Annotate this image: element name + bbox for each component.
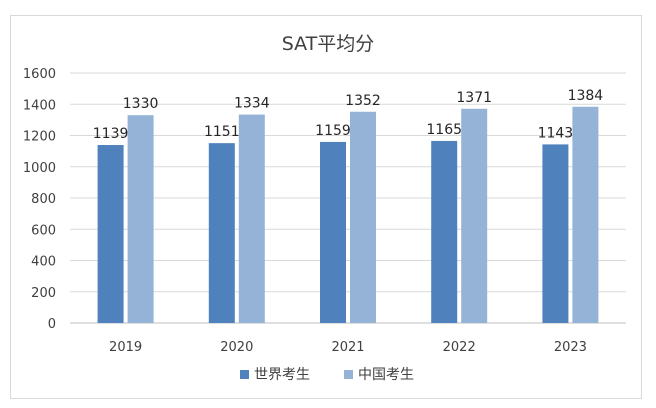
data-label: 1330 <box>123 96 159 112</box>
x-tick-label: 2019 <box>109 340 142 355</box>
data-label: 1384 <box>568 88 604 104</box>
bar <box>542 144 569 323</box>
y-tick-label: 600 <box>31 223 56 238</box>
bar <box>238 114 265 323</box>
data-label: 1151 <box>204 124 240 140</box>
y-tick-label: 0 <box>48 317 56 332</box>
x-tick-label: 2023 <box>554 340 587 355</box>
data-label: 1159 <box>315 123 351 139</box>
bar <box>320 141 346 323</box>
legend: 世界考生 中国考生 <box>240 367 414 383</box>
y-tick-label: 800 <box>31 192 56 207</box>
bars: 1139 1330 1151 1334 1159 1352 1165 1371 1143 1384 <box>93 88 604 323</box>
data-label: 1165 <box>426 122 462 138</box>
gridlines <box>70 72 626 324</box>
data-label: 1143 <box>538 125 574 141</box>
bar <box>461 108 488 323</box>
bar <box>431 140 458 323</box>
y-tick-label: 400 <box>31 255 56 270</box>
legend-swatch <box>344 370 353 379</box>
legend-swatch <box>240 370 249 379</box>
legend-label: 世界考生 <box>254 367 310 383</box>
chart-title: SAT平均分 <box>282 33 375 55</box>
data-label: 1334 <box>234 96 270 112</box>
bar <box>572 106 599 323</box>
x-tick-label: 2020 <box>220 340 253 355</box>
data-label: 1139 <box>93 126 129 142</box>
y-tick-label: 1200 <box>23 130 56 145</box>
x-tick-label: 2022 <box>443 340 476 355</box>
data-label: 1352 <box>345 93 381 109</box>
y-tick-label: 1000 <box>23 161 56 176</box>
bar <box>350 111 376 323</box>
x-axis: 2019 2020 2021 2022 2023 <box>109 340 587 355</box>
legend-label: 中国考生 <box>358 367 414 383</box>
y-tick-label: 200 <box>31 286 56 301</box>
data-label: 1371 <box>456 90 492 106</box>
bar <box>127 115 154 323</box>
y-tick-label: 1600 <box>23 67 56 82</box>
bar <box>97 145 124 323</box>
x-tick-label: 2021 <box>331 340 364 355</box>
y-axis: 0 200 400 600 800 1000 1200 1400 1600 <box>23 67 56 332</box>
bar <box>208 143 235 323</box>
y-tick-label: 1400 <box>23 98 56 113</box>
